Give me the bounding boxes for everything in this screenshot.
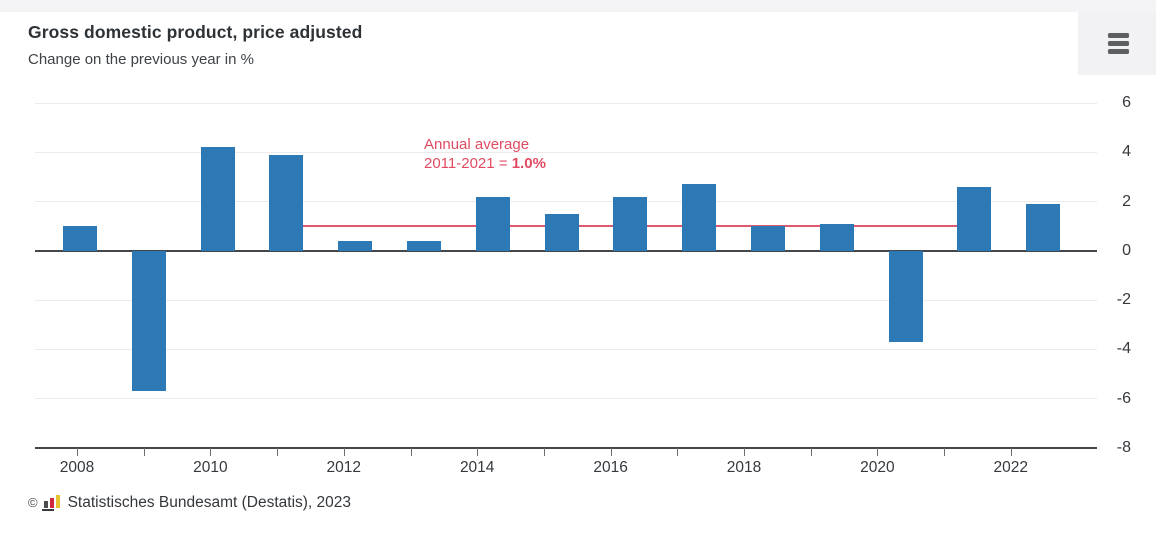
average-annotation-line2: 2011-2021 = 1.0% [424, 154, 546, 173]
bar-2020[interactable] [888, 250, 923, 343]
bar-2009[interactable] [131, 250, 166, 392]
bar-2022[interactable] [1026, 204, 1061, 251]
bar-2015[interactable] [544, 213, 579, 251]
average-annotation-range: 2011-2021 = [424, 155, 512, 172]
page-top-strip [0, 0, 1156, 12]
bar-2013[interactable] [407, 241, 441, 251]
x-axis-year-label: 2008 [59, 459, 95, 476]
x-axis-tick [1010, 448, 1012, 456]
x-axis-tick [610, 448, 612, 456]
y-axis-tick-label: -4 [1116, 340, 1131, 358]
hamburger-icon [1107, 48, 1129, 54]
x-axis-tick [744, 448, 745, 456]
gridline [35, 102, 1097, 104]
x-axis-line [35, 447, 1097, 449]
x-axis-tick [143, 448, 145, 456]
bar-2021[interactable] [957, 186, 992, 251]
bar-2019[interactable] [819, 223, 854, 251]
hamburger-icon [1107, 40, 1129, 46]
y-axis-tick-label: 2 [1122, 192, 1131, 210]
y-axis-tick-label: 6 [1122, 94, 1131, 111]
hamburger-menu-button[interactable] [1104, 31, 1132, 55]
x-axis-tick [277, 448, 279, 456]
y-axis-tick-label: 0 [1122, 241, 1131, 259]
average-annotation-line1: Annual average [424, 136, 530, 153]
x-axis-year-label: 2012 [326, 459, 362, 476]
y-axis-tick-label: -6 [1116, 389, 1131, 407]
x-axis-tick [810, 448, 812, 456]
logo-bar-yellow [55, 495, 60, 508]
zero-axis-line [35, 249, 1097, 252]
x-axis-year-label: 2016 [593, 459, 628, 476]
gridline [35, 201, 1097, 203]
x-axis-year-label: 2014 [459, 459, 495, 476]
bar-2012[interactable] [338, 241, 373, 251]
logo-bar-gray [43, 501, 48, 508]
x-axis-year-label: 2022 [993, 459, 1029, 476]
bar-2014[interactable] [475, 196, 510, 251]
x-axis-tick [477, 448, 479, 456]
y-axis-tick-label: 4 [1122, 143, 1131, 161]
gridline [35, 299, 1097, 301]
y-axis-tick-label: -2 [1116, 291, 1131, 309]
x-axis-tick [543, 448, 545, 456]
bar-2011[interactable] [269, 154, 304, 251]
hamburger-icon [1107, 32, 1129, 38]
x-axis-year-label: 2010 [193, 459, 228, 476]
source-footer: © Statistisches Bundesamt (Destatis), 20… [28, 493, 351, 512]
page-title: Gross domestic product, price adjusted [28, 22, 363, 42]
bar-2010[interactable] [200, 147, 235, 251]
x-axis-tick [877, 448, 879, 456]
logo-baseline [41, 509, 54, 511]
x-axis-tick [210, 448, 212, 456]
y-axis-tick-label: -8 [1116, 439, 1131, 456]
x-axis-tick [77, 448, 78, 456]
x-axis-year-label: 2020 [860, 459, 895, 476]
x-axis-tick [343, 448, 345, 456]
x-axis-tick [944, 448, 946, 456]
bar-2008[interactable] [63, 226, 97, 251]
bar-2017[interactable] [682, 184, 717, 251]
chart-subtitle: Change on the previous year in % [28, 51, 254, 68]
bar-2018[interactable] [751, 226, 785, 251]
destatis-logo-icon [41, 493, 62, 512]
copyright-symbol: © [28, 495, 38, 510]
chart-header: Gross domestic product, price adjusted C… [28, 22, 362, 68]
logo-bar-red [49, 498, 54, 508]
x-axis-tick [410, 448, 412, 456]
x-axis-year-label: 2018 [726, 459, 762, 476]
bar-2016[interactable] [613, 196, 648, 251]
average-annotation-value: 1.0% [511, 155, 546, 172]
x-axis-tick [677, 448, 679, 456]
source-text: Statistisches Bundesamt (Destatis), 2023 [67, 493, 352, 511]
gridline [35, 151, 1097, 153]
average-annotation: Annual average 2011-2021 = 1.0% [424, 135, 546, 173]
gridline [35, 398, 1097, 400]
gridline [35, 348, 1097, 350]
